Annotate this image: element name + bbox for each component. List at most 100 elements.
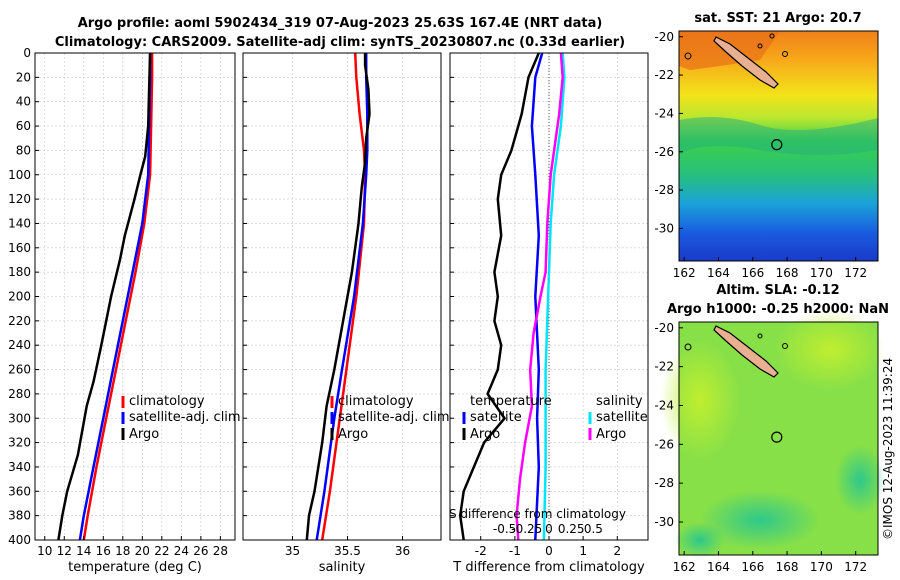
sst-map-islet (757, 43, 763, 49)
legend-label-satellite: satellite-adj. clim (338, 410, 450, 425)
figure-title-line1: Argo profile: aoml 5902434_319 07-Aug-20… (78, 16, 603, 31)
x-tick-label: 16 (96, 544, 111, 558)
y-tick-label: 0 (23, 46, 31, 60)
y-tick-label: 300 (8, 411, 31, 425)
series-line-argo (305, 53, 371, 541)
sst-map-coast (713, 36, 779, 89)
x-tick-label: -2 (475, 544, 487, 558)
y-tick-label: 260 (8, 363, 31, 377)
sla-map-islet (782, 343, 788, 349)
sla-map: Altim. SLA: -0.12 Argo h1000: -0.25 h200… (654, 283, 889, 574)
x-tick-label: 14 (76, 544, 91, 558)
legend-label-s-satellite: satellite (596, 410, 648, 425)
map-x-tick-label: 166 (741, 560, 764, 574)
y-tick-label: 240 (8, 338, 31, 352)
legend-label-t-satellite: satellite (470, 410, 522, 425)
sla-map-frame (678, 321, 879, 556)
y-tick-label: 40 (16, 95, 31, 109)
legend-label-argo: Argo (338, 427, 368, 442)
y-tick-label: 100 (8, 168, 31, 182)
series-line-s-satellite (542, 52, 566, 541)
sla-map-title: Altim. SLA: -0.12 (716, 283, 839, 298)
map-y-tick-label: -30 (654, 221, 674, 235)
y-tick-label: 20 (16, 70, 31, 84)
map-y-tick-label: -24 (654, 398, 674, 412)
y-tick-label: 280 (8, 387, 31, 401)
legend-label-t-argo: Argo (470, 427, 500, 442)
x-tick-label: 2 (613, 544, 621, 558)
sst-map-cool-patch (679, 116, 878, 155)
y-tick-label: 400 (8, 533, 31, 547)
map-y-tick-label: -26 (654, 145, 674, 159)
y-tick-label: 180 (8, 265, 31, 279)
map-y-tick-label: -30 (654, 515, 674, 529)
sla-map-low-anomaly (835, 445, 885, 515)
sst-map-frame (678, 30, 879, 262)
y-tick-label: 140 (8, 216, 31, 230)
sst-map: sat. SST: 21 Argo: 20.7 162 164 166 168 170 1… (654, 11, 879, 280)
difference-temperature-legend: temperature satellite Argo (462, 394, 552, 442)
sst-map-argo-marker (771, 139, 783, 151)
y-tick-label: 220 (8, 314, 31, 328)
s-difference-tick-label: 0 (545, 522, 553, 536)
sla-map-low-anomaly (675, 522, 725, 558)
temperature-legend: climatology satellite-adj. clim Argo (121, 394, 241, 442)
imos-credit: ©IMOS 12-Aug-2023 11:39:24 (881, 358, 895, 540)
map-x-tick-label: 162 (673, 266, 696, 280)
x-tick-label: 28 (213, 544, 228, 558)
y-tick-label: 360 (8, 484, 31, 498)
s-difference-tick-label: 0.25 (558, 522, 585, 536)
map-y-tick-label: -24 (654, 106, 674, 120)
map-x-tick-label: 168 (776, 266, 799, 280)
s-difference-label: S difference from climatology (449, 507, 626, 521)
series-line-argo (57, 52, 152, 541)
series-line-s-argo (515, 52, 564, 541)
series-line-climatology (82, 53, 154, 541)
x-axis-label: salinity (319, 560, 366, 575)
sla-map-high-anomaly (775, 310, 885, 390)
y-tick-label: 340 (8, 460, 31, 474)
x-tick-label: 36 (395, 544, 410, 558)
x-tick-label: 20 (135, 544, 150, 558)
x-tick-label: -1 (509, 544, 521, 558)
sst-map-title: sat. SST: 21 Argo: 20.7 (694, 11, 861, 26)
map-y-tick-label: -20 (654, 321, 674, 335)
temperature-panel: 10 12 14 16 18 20 22 24 26 28 temperature (deg C) 0… (8, 46, 236, 575)
legend-label-argo: Argo (129, 427, 159, 442)
map-y-tick-label: -28 (654, 183, 674, 197)
x-tick-label: 1 (579, 544, 587, 558)
x-axis-label: T difference from climatology (452, 560, 645, 575)
map-y-tick-label: -20 (654, 30, 674, 44)
sst-map-islet (684, 52, 692, 60)
y-tick-label: 320 (8, 436, 31, 450)
salinity-panel: 35 35.5 36 salinity (242, 52, 442, 575)
legend-label-climatology: climatology (338, 394, 414, 409)
s-difference-ticks: -0.5-0.25 0 0.25 0.5 (493, 522, 603, 536)
x-axis-label: temperature (deg C) (68, 560, 202, 575)
sst-map-ticks: 162 164 166 168 170 172 -20 -22 -24 -26 -28 -30 (654, 30, 867, 280)
y-tick-label: 80 (16, 143, 31, 157)
legend-title-temperature: temperature (470, 394, 552, 409)
x-tick-label: 26 (193, 544, 208, 558)
y-tick-label: 200 (8, 290, 31, 304)
map-y-tick-label: -26 (654, 437, 674, 451)
s-difference-tick-label: -0.25 (511, 522, 542, 536)
map-x-tick-label: 172 (844, 560, 867, 574)
s-difference-tick-label: -0.5 (493, 522, 516, 536)
series-line-t-satellite (530, 52, 544, 541)
x-tick-label: 35.5 (334, 544, 361, 558)
sla-map-coast (713, 325, 779, 378)
map-x-tick-label: 172 (844, 266, 867, 280)
map-x-tick-label: 170 (810, 266, 833, 280)
x-tick-label: 22 (154, 544, 169, 558)
x-tick-label: 10 (37, 544, 52, 558)
sst-map-islet (769, 33, 775, 39)
legend-label-s-argo: Argo (596, 427, 626, 442)
legend-label-satellite: satellite-adj. clim (129, 410, 241, 425)
sla-map-islet (684, 343, 692, 351)
y-tick-label: 160 (8, 241, 31, 255)
s-difference-tick-label: 0.5 (584, 522, 603, 536)
map-x-tick-label: 168 (776, 560, 799, 574)
legend-label-climatology: climatology (129, 394, 205, 409)
